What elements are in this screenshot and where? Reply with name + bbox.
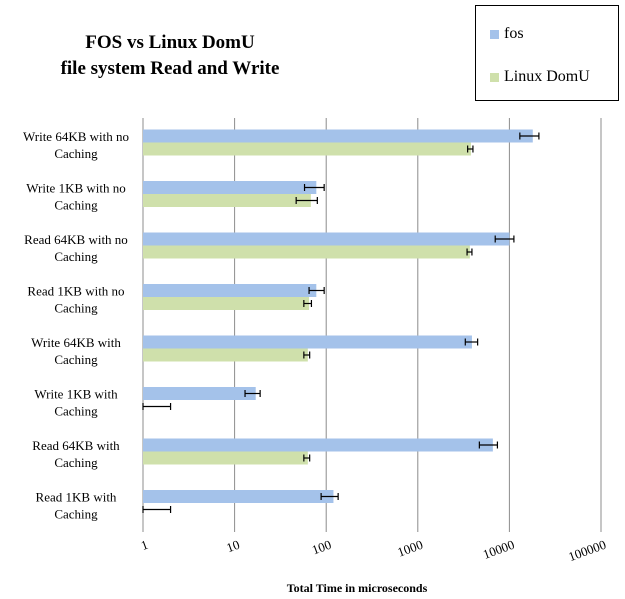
bar <box>143 387 256 400</box>
bar <box>143 349 308 362</box>
x-tick-label: 1 <box>139 537 150 553</box>
bar <box>143 439 493 452</box>
bar <box>143 194 311 207</box>
category-label: Write 1KB with <box>34 387 118 402</box>
bar <box>143 297 309 310</box>
category-label: Caching <box>54 352 98 367</box>
x-tick-label: 10 <box>224 537 241 556</box>
bar <box>143 452 308 465</box>
bar <box>143 181 316 194</box>
x-tick-label: 10000 <box>481 537 517 562</box>
category-label: Caching <box>54 198 98 213</box>
category-label: Read 64KB with no <box>24 232 128 247</box>
category-label: Caching <box>54 146 98 161</box>
x-axis-title: Total Time in microseconds <box>287 581 428 595</box>
category-label: Caching <box>54 249 98 264</box>
category-label: Write 64KB with <box>31 335 121 350</box>
category-label: Write 1KB with no <box>26 181 126 196</box>
x-tick-label: 100 <box>310 537 333 558</box>
bar <box>143 284 316 297</box>
category-label: Caching <box>54 507 98 522</box>
bar <box>143 130 533 143</box>
category-label: Write 64KB with no <box>23 129 129 144</box>
bar <box>143 336 472 349</box>
category-label: Caching <box>54 301 98 316</box>
category-label: Caching <box>54 404 98 419</box>
bar <box>143 233 509 246</box>
x-tick-label: 1000 <box>395 537 425 560</box>
x-tick-label: 100000 <box>566 537 608 564</box>
category-label: Caching <box>54 455 98 470</box>
bar <box>143 143 471 156</box>
bar <box>143 246 470 259</box>
category-label: Read 1KB with <box>36 490 117 505</box>
bar <box>143 490 333 503</box>
category-label: Read 64KB with <box>32 438 120 453</box>
category-label: Read 1KB with no <box>27 284 124 299</box>
